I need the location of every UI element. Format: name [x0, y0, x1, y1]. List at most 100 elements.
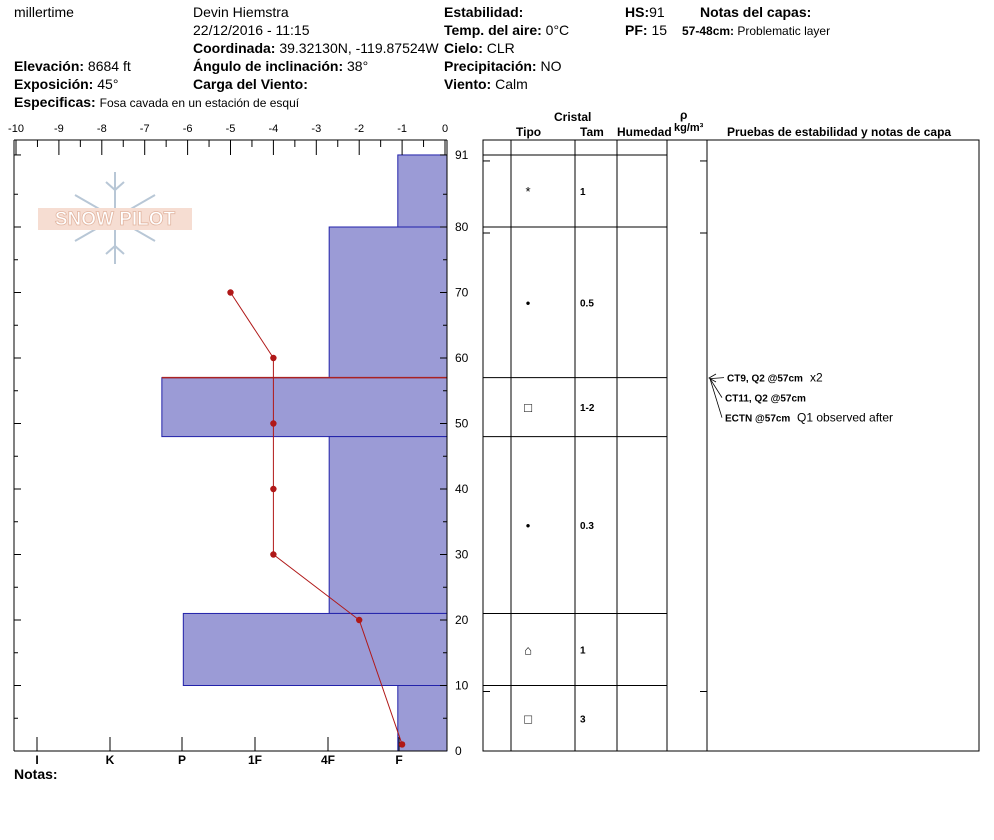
layer-notes-label: Notas del capas:	[700, 4, 812, 20]
wind-load-label: Carga del Viento:	[193, 76, 308, 92]
temperature-point-5	[356, 616, 363, 624]
temperature-point-3	[270, 485, 277, 493]
table-frame	[482, 139, 980, 752]
airtemp-value: 0°C	[545, 22, 570, 38]
layer-table: * 1 • 0.5 □ 1-2 • 0.3 ⌂ 1 □ 3	[482, 139, 980, 752]
test-code-2: ECTN @57cm	[725, 414, 790, 425]
temp-tick-label-10: 0	[442, 123, 448, 135]
elev-value: 8684 ft	[87, 58, 131, 74]
temp-tick-label-2: -8	[97, 123, 107, 135]
spec-value: Fosa cavada en un estación de esquí	[99, 96, 300, 110]
layer-note-text: Problematic layer	[737, 24, 831, 38]
layer-size-5: 3	[580, 714, 586, 725]
col-tipo: Tipo	[516, 125, 542, 139]
hardness-bar-0	[397, 154, 448, 228]
airtemp-label: Temp. del aire:	[444, 22, 542, 38]
col-tam: Tam	[580, 125, 604, 139]
layer-type-1: •	[526, 295, 531, 310]
depth-tick-label-8: 80	[455, 220, 469, 234]
stability-tests: CT9, Q2 @57cm x2 CT11, Q2 @57cm ECTN @57cm Q…	[708, 371, 893, 425]
temperature-point-1	[270, 354, 277, 362]
elevation: Elevación: 8684 ft	[14, 58, 131, 74]
hardness-label-0: I	[35, 753, 38, 767]
hardness-label-5: F	[395, 753, 402, 767]
col-rho-unit: kg/m³	[674, 122, 704, 134]
temp-tick-label-4: -6	[183, 123, 193, 135]
coord-label: Coordinada:	[193, 40, 276, 56]
test-pointer-2	[709, 378, 723, 418]
depth-axis: 0 10 20 30 40 50 60 70 80 91	[14, 148, 469, 758]
test-pointer-1	[709, 378, 723, 398]
test-arrow-icon	[708, 373, 717, 383]
depth-tick-label-9: 91	[455, 148, 469, 162]
exp-label: Exposición:	[14, 76, 94, 92]
col-pruebas: Pruebas de estabilidad y notas de capa	[727, 125, 952, 139]
layer-type-4: ⌂	[524, 642, 532, 657]
penetration: PF: 15	[625, 22, 667, 38]
layer-type-2: □	[524, 400, 532, 415]
wind-label: Viento:	[444, 76, 492, 92]
layer-size-0: 1	[580, 187, 586, 198]
specifics: Especificas: Fosa cavada en un estación …	[14, 94, 299, 110]
hardness-label-3: 1F	[248, 753, 262, 767]
temperature-axis: -10 -9 -8 -7 -6 -5 -4 -3 -2 -1 0	[8, 123, 448, 155]
elev-label: Elevación:	[14, 58, 85, 74]
layer-note-range: 57-48cm:	[682, 24, 735, 38]
temp-tick-label-8: -2	[354, 123, 364, 135]
hardness-bar-1	[328, 226, 448, 379]
wind: Viento: Calm	[444, 76, 528, 92]
exp-value: 45°	[97, 76, 119, 92]
angle-label: Ángulo de inclinación:	[193, 58, 344, 74]
temperature-point-6	[398, 741, 406, 748]
precipitation: Precipitación: NO	[444, 58, 561, 74]
temp-tick-label-3: -7	[140, 123, 150, 135]
temp-tick-label-7: -3	[311, 123, 321, 135]
layer-size-2: 1-2	[580, 403, 595, 414]
air-temp: Temp. del aire: 0°C	[444, 22, 569, 38]
hardness-label-1: K	[106, 753, 115, 767]
test-pointer-0	[709, 377, 725, 380]
hardness-bar-5	[397, 685, 448, 752]
layer-size-1: 0.5	[580, 298, 594, 309]
observation-datetime: 22/12/2016 - 11:15	[193, 22, 310, 38]
col-rho: ρ	[680, 108, 688, 122]
author-name: Devin Hiemstra	[193, 4, 289, 20]
sky-value: CLR	[486, 40, 515, 56]
temp-tick-label-5: -5	[226, 123, 236, 135]
test-note-0: x2	[810, 371, 823, 385]
hs-value: 91	[649, 4, 665, 20]
col-cristal: Cristal	[554, 110, 592, 124]
watermark-band	[38, 208, 192, 230]
snowpilot-watermark: SNOW PILOT	[38, 172, 192, 264]
test-code-0: CT9, Q2 @57cm	[727, 374, 803, 385]
temp-tick-label-0: -10	[8, 123, 24, 135]
temperature-point-4	[270, 551, 277, 558]
layer-type-0: *	[525, 184, 530, 199]
depth-tick-label-6: 60	[455, 351, 469, 365]
sky: Cielo: CLR	[444, 40, 515, 56]
depth-tick-label-4: 40	[455, 482, 469, 496]
hardness-bar-4	[182, 612, 448, 687]
notes-label: Notas:	[14, 766, 58, 782]
temperature-profile	[227, 289, 406, 748]
exposure: Exposición: 45°	[14, 76, 118, 92]
snow-height: HS:91	[625, 4, 665, 20]
hardness-bars	[161, 154, 448, 752]
coord-value: 39.32130N, -119.87524W	[279, 40, 439, 56]
spec-label: Especificas:	[14, 94, 96, 110]
wind-value: Calm	[495, 76, 528, 92]
depth-tick-label-2: 20	[455, 613, 469, 627]
temp-tick-label-6: -4	[269, 123, 279, 135]
watermark-text: SNOW PILOT	[55, 209, 176, 230]
layer-type-5: □	[524, 711, 532, 726]
hs-label: HS:	[625, 4, 650, 20]
hardness-bar-3	[328, 436, 448, 614]
col-humedad: Humedad	[617, 125, 672, 139]
layer-size-4: 1	[580, 645, 586, 656]
layer-size-3: 0.3	[580, 521, 594, 532]
hardness-bar-2	[161, 377, 448, 438]
layer-type-3: •	[526, 518, 531, 533]
pf-value: 15	[651, 22, 668, 38]
depth-tick-label-7: 70	[455, 286, 469, 300]
